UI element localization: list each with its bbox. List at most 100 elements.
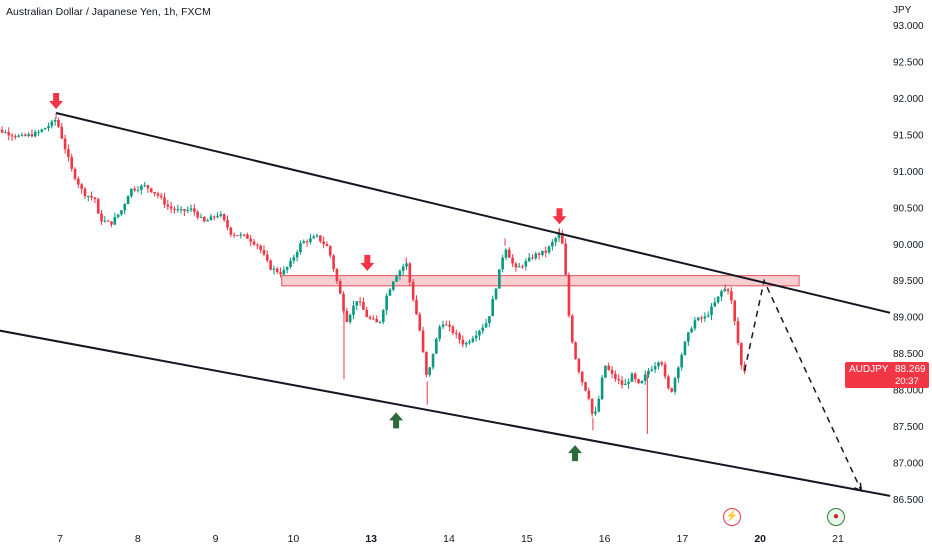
y-tick-label: 90.500 xyxy=(893,203,924,214)
candle-body xyxy=(551,242,554,247)
y-tick-label: 88.000 xyxy=(893,386,924,397)
candle-body xyxy=(700,317,703,319)
candle-body xyxy=(643,374,647,381)
candle-body xyxy=(315,235,319,237)
candle-body xyxy=(113,217,117,225)
candle-body xyxy=(663,364,667,377)
candle-body xyxy=(319,235,322,242)
candle-body xyxy=(372,318,375,320)
candle-body xyxy=(464,342,468,345)
candle-body xyxy=(710,306,713,316)
x-tick-label: 13 xyxy=(365,533,377,545)
x-tick-label: 15 xyxy=(521,533,533,545)
candle-body xyxy=(388,289,392,296)
candle-body xyxy=(607,365,611,370)
candle-body xyxy=(33,132,37,137)
candle-body xyxy=(116,214,120,218)
y-tick-label: 88.500 xyxy=(893,349,924,360)
candle-body xyxy=(547,246,551,253)
candle-body xyxy=(567,274,571,316)
candle-body xyxy=(441,324,445,327)
candle-body xyxy=(564,243,567,275)
flash-event-icon[interactable]: ⚡ xyxy=(723,508,741,526)
candle-body xyxy=(614,373,617,379)
candle-body xyxy=(186,209,190,211)
candle-body xyxy=(179,209,183,211)
candle-body xyxy=(600,377,604,399)
candle-body xyxy=(498,269,501,289)
candle-body xyxy=(594,411,597,414)
candle-body xyxy=(362,302,365,310)
candle-body xyxy=(517,266,521,268)
buy-arrow-icon xyxy=(389,412,404,429)
candle-body xyxy=(471,338,475,342)
candle-body xyxy=(50,121,54,127)
candle-body xyxy=(229,227,233,235)
candle-body xyxy=(259,245,262,251)
candle-body xyxy=(574,342,577,359)
candle-body xyxy=(73,168,77,179)
candle-body xyxy=(153,192,156,194)
candle-body xyxy=(501,257,504,270)
candle-body xyxy=(667,376,670,389)
channel-upper-line xyxy=(55,112,891,314)
candle-body xyxy=(617,378,620,381)
buy-arrow-icon xyxy=(568,445,583,462)
candle-body xyxy=(143,185,146,187)
candle-body xyxy=(604,365,607,378)
x-tick-label: 9 xyxy=(213,533,219,545)
candle-body xyxy=(468,341,471,343)
candle-body xyxy=(557,232,561,239)
y-tick-label: 89.000 xyxy=(893,313,924,324)
candle-body xyxy=(405,263,408,267)
candle-body xyxy=(438,326,441,339)
candle-body xyxy=(444,324,448,326)
candle-body xyxy=(189,208,193,210)
candle-body xyxy=(690,328,693,333)
candle-body xyxy=(176,209,180,211)
x-tick-label: 21 xyxy=(832,533,844,545)
candle-body xyxy=(637,379,640,384)
candle-body xyxy=(206,220,209,222)
candle-body xyxy=(312,236,315,239)
candle-body xyxy=(123,204,127,211)
last-price-value: 88.269 xyxy=(895,364,926,375)
candle-body xyxy=(196,211,199,218)
candle-body xyxy=(630,373,634,382)
candle-body xyxy=(335,269,339,282)
y-tick-label: 90.000 xyxy=(893,240,924,251)
candle-body xyxy=(554,238,557,243)
y-tick-label: 87.500 xyxy=(893,422,924,433)
candle-body xyxy=(209,216,213,221)
candle-body xyxy=(216,215,219,218)
candle-body xyxy=(83,188,87,197)
candle-body xyxy=(640,380,644,384)
candle-body xyxy=(305,241,309,243)
candle-body xyxy=(544,250,548,253)
candle-body xyxy=(156,193,160,196)
candle-body xyxy=(232,234,236,236)
candle-body xyxy=(723,289,727,292)
sell-arrow-icon xyxy=(552,208,567,225)
candle-body xyxy=(706,315,710,317)
candle-body xyxy=(348,314,352,322)
candles xyxy=(0,113,746,434)
candle-body xyxy=(686,332,690,342)
candle-body xyxy=(716,296,720,303)
y-tick-label: 87.000 xyxy=(893,459,924,470)
candle-body xyxy=(677,367,680,379)
y-tick-label: 89.500 xyxy=(893,276,924,287)
candle-body xyxy=(610,369,614,374)
flag-event-icon[interactable]: ● xyxy=(827,508,845,526)
candle-body xyxy=(77,178,80,185)
candle-body xyxy=(23,134,27,136)
last-price-tag: AUDJPY 88.269 20:37 xyxy=(845,362,929,388)
candle-body xyxy=(352,305,355,315)
candle-body xyxy=(531,257,534,259)
candle-body xyxy=(90,195,93,198)
candle-body xyxy=(653,366,657,370)
candle-body xyxy=(696,317,700,321)
candle-body xyxy=(537,253,541,255)
candle-body xyxy=(570,315,574,343)
